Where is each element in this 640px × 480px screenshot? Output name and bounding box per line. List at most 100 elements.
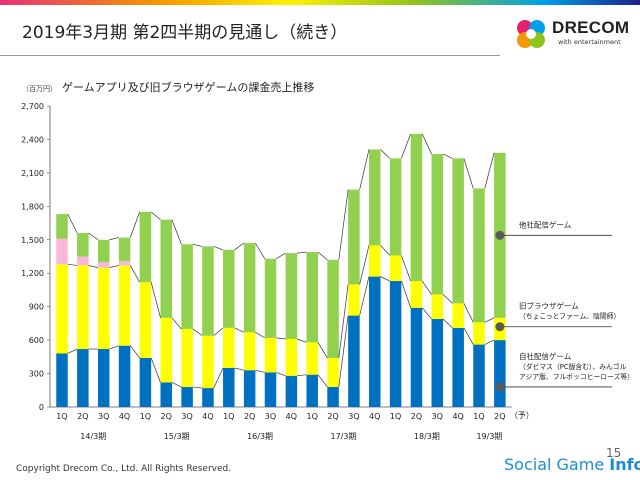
bar-segment: [243, 370, 256, 407]
bar-segment: [202, 388, 214, 407]
bar-segment: [348, 189, 360, 285]
stacked-bar-chart: 0 300 600 900 1,200 1,500 1,800 2,100 2,400 2,700…: [21, 102, 634, 441]
connector-line: [150, 211, 161, 220]
connector-line: [150, 357, 161, 383]
y-tick-label: 900: [29, 303, 44, 312]
x-tick-label: 4Q: [202, 412, 213, 421]
bar-segment: [494, 340, 506, 407]
bar-segment: [77, 256, 89, 266]
connector-line: [213, 246, 224, 251]
title-divider: [0, 55, 500, 56]
bar-segment: [306, 342, 318, 375]
logo-name: DRECOM: [552, 18, 630, 37]
connector-line: [442, 318, 453, 329]
connector-line: [255, 369, 265, 373]
connector-line: [109, 345, 119, 350]
page-title: 2019年3月期 第2四半期の見通し（続き）: [22, 23, 348, 43]
fiscal-year-label: 19/3期: [476, 432, 502, 441]
connector-line: [401, 280, 412, 308]
x-tick-label: 2Q: [161, 412, 172, 421]
fiscal-year-label: 17/3期: [330, 432, 356, 441]
x-tick-label: 4Q: [369, 412, 380, 421]
bar-segment: [223, 249, 235, 328]
x-tick-label: 2Q: [244, 412, 255, 421]
bar-segment: [473, 188, 485, 323]
bar-segment: [410, 133, 423, 282]
y-tick-label: 300: [29, 370, 44, 379]
y-tick-label: 1,800: [21, 202, 44, 211]
legend-text: 他社配信ゲーム: [519, 219, 571, 229]
connector-line: [442, 294, 453, 304]
connector-line: [213, 327, 224, 336]
chart-subtitle: ゲームアプリ及び旧ブラウザゲームの課金売上推移: [62, 81, 315, 94]
connector-line: [317, 342, 328, 359]
connector-line: [192, 328, 203, 336]
bar-segment: [431, 318, 444, 407]
x-tick-label: 4Q: [119, 412, 130, 421]
bar-segment: [452, 158, 464, 304]
connector-line: [109, 237, 119, 241]
x-tick-label: 2Q: [327, 412, 338, 421]
connector-line: [338, 284, 349, 358]
connector-line: [88, 232, 99, 241]
connector-line: [421, 307, 432, 320]
brand-text: Social Game: [504, 455, 610, 474]
connector-line: [234, 242, 245, 251]
connector-line: [109, 265, 119, 268]
connector-line: [380, 245, 391, 256]
connector-line: [317, 251, 328, 261]
bar-segment: [56, 214, 68, 239]
bar-segment: [139, 282, 152, 358]
bar-segment: [369, 276, 381, 407]
bar-segment: [306, 374, 318, 407]
x-tick-label: 3Q: [265, 412, 276, 421]
copyright-text: Copyright Drecom Co., Ltd. All Rights Re…: [16, 464, 232, 474]
forecast-label: （予）: [510, 411, 534, 420]
bar-segment: [264, 258, 277, 338]
bar-segment: [243, 332, 256, 371]
bar-segment: [389, 255, 402, 282]
connector-line: [192, 386, 203, 389]
bar-segment: [223, 327, 235, 368]
bar-segment: [369, 245, 381, 277]
connector-line: [213, 367, 224, 389]
bar-segment: [77, 233, 89, 257]
bar-segment: [410, 307, 423, 407]
connector-line: [67, 213, 78, 234]
bar-segment: [139, 211, 152, 283]
connector-line: [171, 382, 182, 388]
x-tick-label: 3Q: [348, 412, 359, 421]
x-tick-label: 1Q: [56, 412, 67, 421]
bar-segment: [181, 386, 193, 407]
y-tick-label: 2,100: [21, 169, 44, 178]
bar-segment: [160, 219, 172, 318]
legend-marker: [495, 322, 505, 332]
connector-line: [67, 348, 78, 354]
connector-line: [338, 189, 349, 260]
y-tick-label: 2,400: [21, 135, 44, 144]
connector-line: [484, 339, 495, 345]
bar-segment: [243, 243, 256, 333]
connector-line: [129, 265, 140, 283]
legend-text: アジア版、フルボッコヒーローズ等）: [519, 372, 634, 381]
bar-segment: [118, 260, 131, 266]
fiscal-year-label: 18/3期: [414, 432, 440, 441]
connector-line: [484, 152, 495, 189]
bar-segment: [118, 265, 131, 346]
connector-line: [255, 242, 266, 259]
bar-segment: [97, 349, 110, 407]
bar-segment: [118, 237, 131, 261]
connector-line: [255, 332, 265, 339]
connector-line: [276, 337, 286, 340]
bar-segment: [327, 357, 339, 387]
connector-line: [442, 153, 453, 159]
connector-line: [88, 265, 99, 268]
unit-label: （百万円）: [22, 85, 57, 93]
connector-line: [297, 374, 307, 377]
bar-segment: [369, 149, 381, 246]
bar-segment: [77, 349, 89, 407]
connector-line: [297, 251, 307, 254]
x-tick-label: 3Q: [181, 412, 192, 421]
bar-segment: [327, 386, 339, 407]
bar-segment: [181, 244, 193, 329]
